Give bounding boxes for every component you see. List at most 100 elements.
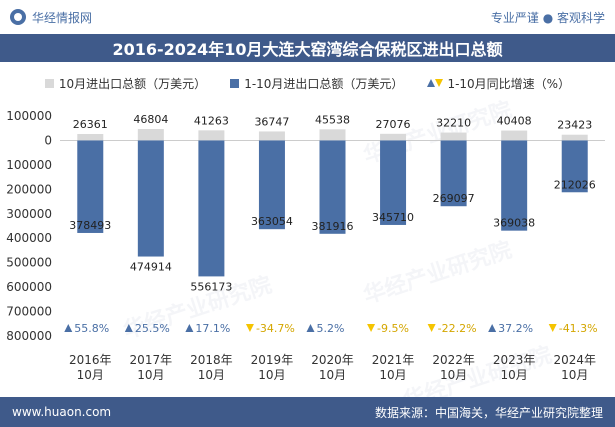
oct-value-label: 23423 — [557, 119, 592, 132]
x-tick-label: 10月 — [379, 368, 406, 382]
x-tick-label: 2018年 — [190, 353, 233, 367]
ytd-value-label: 474914 — [130, 261, 172, 274]
legend-down-triangle-icon — [435, 79, 444, 87]
growth-down-triangle-icon — [427, 324, 436, 332]
ytd-bar — [380, 140, 407, 225]
website-link[interactable]: www.huaon.com — [12, 405, 112, 419]
x-tick-label: 10月 — [501, 368, 528, 382]
y-tick-label: 500000 — [6, 256, 52, 270]
oct-value-label: 40408 — [497, 115, 532, 128]
ytd-bar — [501, 140, 528, 231]
ytd-value-label: 556173 — [190, 280, 232, 293]
x-tick-label: 10月 — [319, 368, 346, 382]
oct-value-label: 32210 — [436, 117, 471, 130]
oct-value-label: 26361 — [73, 118, 108, 131]
brand-name: 华经情报网 — [32, 10, 93, 25]
legend-swatch-oct — [44, 78, 54, 88]
y-tick-label: 800000 — [6, 329, 52, 343]
oct-bar — [501, 130, 528, 141]
ytd-bar — [198, 140, 225, 277]
x-tick-label: 2020年 — [311, 353, 354, 367]
oct-bar — [440, 132, 467, 141]
growth-up-triangle-icon — [64, 324, 73, 332]
ytd-value-label: 381916 — [312, 220, 354, 233]
oct-value-label: 46804 — [133, 113, 168, 126]
ytd-bar — [258, 140, 285, 230]
x-tick-label: 2023年 — [493, 353, 536, 367]
ytd-value-label: 363054 — [251, 215, 293, 228]
x-tick-label: 10月 — [77, 368, 104, 382]
oct-bar — [380, 133, 407, 141]
x-tick-label: 10月 — [440, 368, 467, 382]
x-tick-label: 10月 — [258, 368, 285, 382]
legend: 10月进出口总额（万美元） 1-10月进出口总额（万美元） 1-10月同比增速（… — [0, 74, 615, 92]
y-tick-label: 300000 — [6, 207, 52, 221]
x-tick-label: 2022年 — [432, 353, 475, 367]
ytd-bar — [77, 140, 104, 233]
legend-item-oct: 10月进出口总额（万美元） — [44, 75, 207, 92]
growth-down-triangle-icon — [245, 324, 254, 332]
legend-swatch-ytd — [230, 78, 240, 88]
oct-bar — [198, 130, 225, 141]
y-tick-label: 400000 — [6, 231, 52, 245]
oct-value-label: 36747 — [254, 115, 289, 128]
ytd-value-label: 269097 — [433, 192, 475, 205]
growth-value-label: 5.2% — [317, 322, 345, 335]
y-tick-label: 0 — [44, 133, 52, 147]
y-tick-label: 600000 — [6, 280, 52, 294]
oct-bar — [561, 134, 588, 141]
growth-value-label: -34.7% — [256, 322, 295, 335]
x-tick-label: 2021年 — [372, 353, 415, 367]
growth-value-label: 55.8% — [74, 322, 109, 335]
ytd-bar — [561, 140, 588, 193]
growth-value-label: -9.5% — [377, 322, 409, 335]
x-tick-label: 2024年 — [553, 353, 596, 367]
y-tick-label: 200000 — [6, 182, 52, 196]
x-tick-label: 2017年 — [130, 353, 173, 367]
growth-up-triangle-icon — [185, 324, 194, 332]
legend-up-triangle-icon — [427, 79, 436, 87]
brand: 华经情报网 — [10, 9, 92, 26]
ytd-value-label: 378493 — [69, 219, 111, 232]
growth-up-triangle-icon — [306, 324, 315, 332]
ytd-bar — [319, 140, 346, 234]
y-tick-label: 100000 — [6, 158, 52, 172]
x-tick-label: 10月 — [137, 368, 164, 382]
ytd-bar — [137, 140, 164, 257]
oct-value-label: 27076 — [376, 118, 411, 131]
growth-value-label: -41.3% — [559, 322, 598, 335]
x-tick-label: 10月 — [561, 368, 588, 382]
x-tick-label: 2016年 — [69, 353, 112, 367]
ytd-value-label: 345710 — [372, 211, 414, 224]
oct-bar — [137, 129, 164, 141]
footer: www.huaon.com 数据来源：中国海关，华经产业研究院整理 — [0, 397, 615, 427]
chart-title: 2016-2024年10月大连大窑湾综合保税区进出口总额 — [0, 34, 615, 62]
data-source: 数据来源：中国海关，华经产业研究院整理 — [374, 405, 603, 420]
bar-chart: 100000 0 100000 200000 300000 400000 500000 600… — [6, 109, 605, 382]
growth-up-triangle-icon — [488, 324, 497, 332]
y-tick-label: 100000 — [6, 109, 52, 123]
growth-down-triangle-icon — [548, 324, 557, 332]
growth-down-triangle-icon — [367, 324, 376, 332]
oct-bar — [319, 129, 346, 141]
x-tick-label: 10月 — [198, 368, 225, 382]
x-tick-label: 2019年 — [251, 353, 294, 367]
slogan: 专业严谨 ● 客观科学 — [490, 10, 605, 25]
legend-label-oct: 10月进出口总额（万美元） — [58, 76, 207, 91]
growth-value-label: 17.1% — [195, 322, 230, 335]
brand-logo-icon — [10, 9, 26, 25]
ytd-bar — [440, 140, 467, 207]
ytd-value-label: 369038 — [493, 217, 535, 230]
legend-label-ytd: 1-10月进出口总额（万美元） — [244, 76, 404, 91]
ytd-value-label: 212026 — [554, 178, 596, 191]
top-bar: 华经情报网 专业严谨 ● 客观科学 — [0, 0, 615, 34]
growth-value-label: -22.2% — [438, 322, 477, 335]
y-tick-label: 700000 — [6, 305, 52, 319]
legend-label-growth: 1-10月同比增速（%） — [447, 76, 571, 91]
legend-item-growth: 1-10月同比增速（%） — [427, 75, 570, 92]
legend-item-ytd: 1-10月进出口总额（万美元） — [230, 75, 403, 92]
oct-value-label: 45538 — [315, 113, 350, 126]
oct-value-label: 41263 — [194, 114, 229, 127]
oct-bar — [77, 134, 104, 141]
growth-value-label: 25.5% — [135, 322, 170, 335]
